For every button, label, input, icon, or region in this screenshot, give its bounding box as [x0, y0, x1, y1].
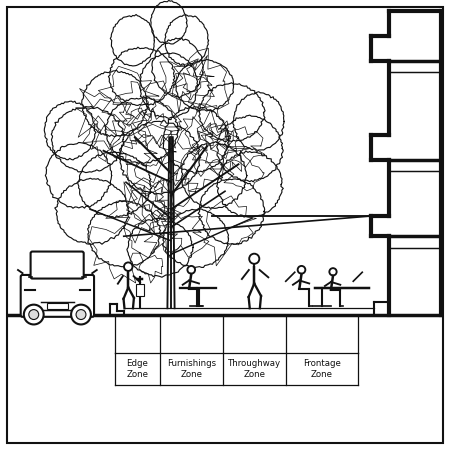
Circle shape	[297, 266, 306, 274]
Text: Frontage
Zone: Frontage Zone	[303, 359, 341, 379]
Circle shape	[76, 310, 86, 320]
Circle shape	[124, 262, 132, 271]
FancyBboxPatch shape	[21, 275, 94, 317]
Circle shape	[187, 266, 195, 274]
Text: Furnishings
Zone: Furnishings Zone	[166, 359, 216, 379]
Text: Edge
Zone: Edge Zone	[126, 359, 148, 379]
Circle shape	[329, 268, 337, 275]
Circle shape	[24, 305, 44, 324]
Circle shape	[249, 254, 259, 264]
Bar	[136, 284, 144, 296]
Text: Throughway
Zone: Throughway Zone	[228, 359, 281, 379]
FancyBboxPatch shape	[31, 252, 84, 279]
Circle shape	[29, 310, 39, 320]
Circle shape	[71, 305, 91, 324]
Bar	[47, 303, 68, 309]
